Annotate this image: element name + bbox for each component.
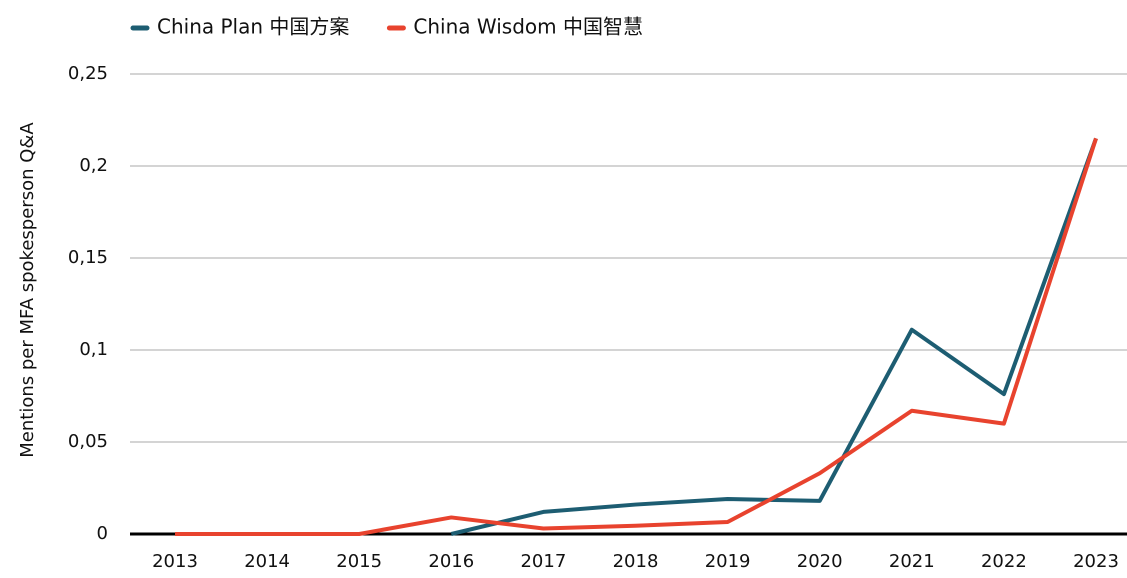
- x-tick-label: 2014: [244, 551, 290, 572]
- legend-label: China Wisdom 中国智慧: [413, 15, 643, 39]
- series-line: [175, 137, 1098, 536]
- x-tick-label: 2017: [520, 551, 566, 572]
- y-tick-label: 0,2: [79, 155, 108, 176]
- x-tick-label: 2015: [336, 551, 382, 572]
- x-tick-label: 2020: [797, 551, 843, 572]
- x-tick-label: 2022: [981, 551, 1027, 572]
- x-tick-label: 2016: [428, 551, 474, 572]
- x-tick-label: 2021: [889, 551, 935, 572]
- y-axis-label: Mentions per MFA spokesperson Q&A: [17, 122, 38, 458]
- legend-label: China Plan 中国方案: [157, 15, 349, 39]
- y-tick-label: 0: [97, 523, 108, 544]
- x-tick-label: 2019: [705, 551, 751, 572]
- y-tick-label: 0,1: [79, 339, 108, 360]
- x-tick-label: 2023: [1073, 551, 1119, 572]
- x-tick-label: 2013: [152, 551, 198, 572]
- y-tick-label: 0,25: [68, 63, 108, 84]
- y-tick-label: 0,15: [68, 247, 108, 268]
- y-tick-label: 0,05: [68, 431, 108, 452]
- series-line: [450, 137, 1098, 536]
- x-tick-label: 2018: [613, 551, 659, 572]
